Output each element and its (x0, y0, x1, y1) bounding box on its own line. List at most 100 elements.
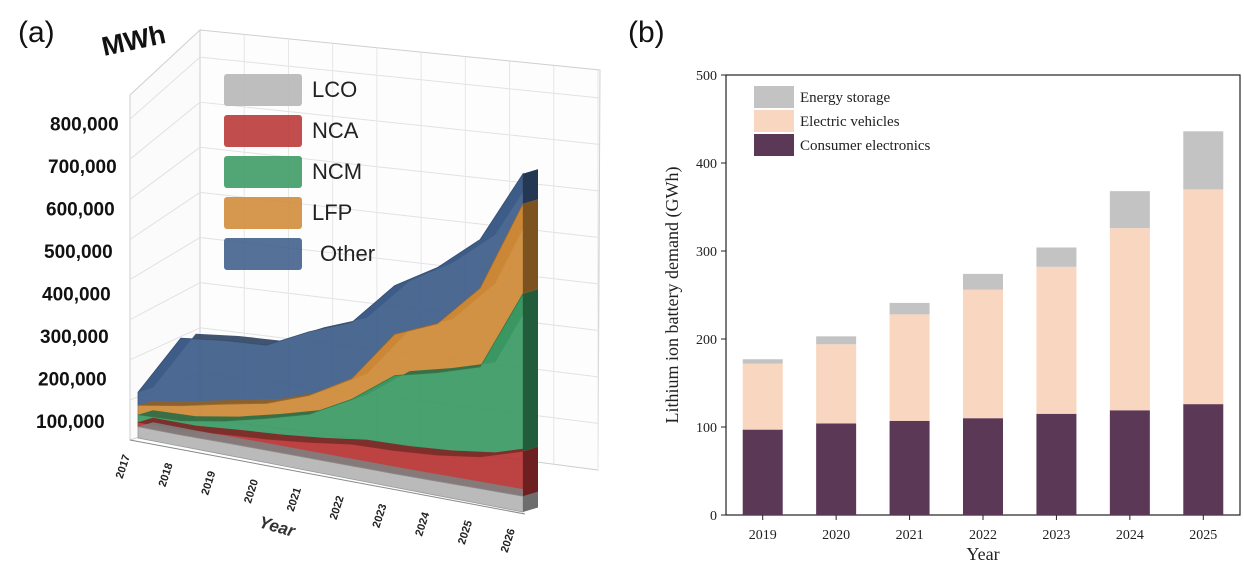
y-tick-label: 500 (696, 69, 717, 84)
y-tick-label: 400 (696, 157, 717, 172)
legend-swatch-lco (224, 74, 302, 106)
bar-energy-storage (1183, 131, 1224, 190)
bar-electric-vehicles (1183, 189, 1224, 405)
bar-electric-vehicles (1036, 266, 1077, 414)
side-nca (523, 446, 538, 497)
legend-swatch-lfp (224, 197, 302, 229)
x-tick-label: 2020 (822, 528, 850, 543)
y-tick-label: 0 (710, 509, 717, 524)
bar-electric-vehicles (1109, 228, 1150, 411)
y-tick-label: 500,000 (44, 242, 113, 263)
side-ncm (523, 289, 538, 452)
grid-line-left (129, 56, 201, 120)
bar-energy-storage (742, 359, 783, 364)
x-tick-label: 2017 (114, 453, 133, 480)
chart-b-legend: Energy storage Electric vehicles Consumer … (754, 86, 931, 156)
grid-line-left (129, 146, 201, 200)
legend-swatch-consumer-electronics (754, 134, 794, 156)
x-tick-label: 2019 (199, 470, 218, 497)
chart-a-y-ticks: 100,000 200,000 300,000 400,000 500,000 600,0… (36, 115, 119, 434)
chart-a-3d-area: 100,000 200,000 300,000 400,000 500,000 600,0… (36, 19, 601, 554)
chart-b-stacked-bar: 0 100 200 300 400 500 2019 2020 2021 2022 2023 2024… (662, 69, 1241, 564)
bar-consumer-electronics (889, 420, 930, 515)
bar-energy-storage (1109, 191, 1150, 229)
legend-label-other: Other (320, 241, 375, 266)
bar-electric-vehicles (889, 314, 930, 421)
chart-b-y-ticks: 0 100 200 300 400 500 (696, 69, 726, 524)
x-tick-label: 2021 (896, 528, 924, 543)
legend-label-lco: LCO (312, 77, 357, 102)
panel-b-label: (b) (628, 16, 665, 49)
x-tick-label: 2026 (499, 527, 518, 554)
grid-line-left (129, 101, 201, 160)
bar-consumer-electronics (816, 423, 857, 515)
grid-line-left (129, 282, 201, 321)
bar-electric-vehicles (816, 344, 857, 424)
legend-label-electric-vehicles: Electric vehicles (800, 114, 900, 130)
legend-swatch-ncm (224, 156, 302, 188)
bar-energy-storage (816, 336, 857, 345)
x-tick-label: 2025 (1189, 528, 1217, 543)
x-tick-label: 2025 (456, 519, 475, 546)
y-tick-label: 600,000 (46, 200, 115, 221)
bar-consumer-electronics (1109, 410, 1150, 515)
bar-consumer-electronics (1036, 413, 1077, 515)
x-tick-label: 2023 (371, 503, 390, 530)
x-tick-label: 2018 (157, 461, 176, 488)
chart-a-side-face (523, 169, 538, 512)
panel-a-label: (a) (18, 16, 55, 49)
grid-line-left (129, 237, 201, 280)
legend-label-consumer-electronics: Consumer electronics (800, 138, 931, 154)
bar-energy-storage (963, 273, 1003, 290)
grid-line-left (129, 327, 201, 361)
x-tick-label: 2020 (242, 478, 261, 505)
x-axis-line (129, 439, 526, 515)
legend-swatch-electric-vehicles (754, 110, 794, 132)
side-lfp (523, 199, 538, 294)
x-tick-label: 2024 (1116, 528, 1144, 543)
chart-a-layers (137, 169, 538, 513)
side-other (523, 169, 538, 204)
x-tick-label: 2019 (749, 528, 777, 543)
panel-b: (b) 0 100 200 300 400 500 2019 2020 2021 2022 2023… (620, 0, 1244, 572)
grid-line-back (199, 101, 600, 145)
bar-electric-vehicles (963, 289, 1003, 419)
y-tick-label: 400,000 (42, 285, 111, 306)
y-tick-label: 300 (696, 245, 717, 260)
area-top-nca (138, 417, 538, 457)
panel-a: (a) 100,000 200,000 300,000 400,000 500,000 6… (0, 0, 620, 572)
bar-consumer-electronics (963, 418, 1003, 515)
legend-swatch-nca (224, 115, 302, 147)
y-tick-label: 200,000 (38, 370, 107, 391)
bar-energy-storage (1036, 247, 1077, 267)
x-tick-label: 2022 (328, 494, 347, 521)
chart-b-bars (742, 131, 1224, 515)
side-lco (523, 491, 538, 512)
bar-energy-storage (889, 302, 930, 315)
x-tick-label: 2022 (969, 528, 997, 543)
legend-label-nca: NCA (312, 118, 359, 143)
x-axis-label: Year (966, 544, 999, 564)
grid-line-left (129, 192, 201, 240)
bar-consumer-electronics (1183, 404, 1224, 515)
x-axis-label: Year (257, 513, 298, 542)
y-tick-label: 300,000 (40, 327, 109, 348)
legend-label-energy-storage: Energy storage (800, 90, 890, 106)
bar-electric-vehicles (742, 363, 783, 430)
y-tick-label: 100,000 (36, 412, 105, 433)
legend-label-lfp: LFP (312, 200, 352, 225)
unit-label: MWh (99, 19, 168, 62)
area-top-lco (138, 422, 538, 497)
grid-line-back (199, 56, 600, 99)
y-tick-label: 700,000 (48, 157, 117, 178)
bar-consumer-electronics (742, 429, 783, 515)
x-tick-label: 2024 (413, 510, 432, 538)
legend-swatch-other (224, 238, 302, 270)
legend-label-ncm: NCM (312, 159, 362, 184)
chart-a-legend: LCO NCA NCM LFP Other (224, 74, 375, 270)
legend-swatch-energy-storage (754, 86, 794, 108)
y-tick-label: 200 (696, 333, 717, 348)
area-top-other (138, 169, 538, 393)
y-axis-label: Lithium ion battery demand (GWh) (662, 167, 683, 424)
y-tick-label: 100 (696, 421, 717, 436)
